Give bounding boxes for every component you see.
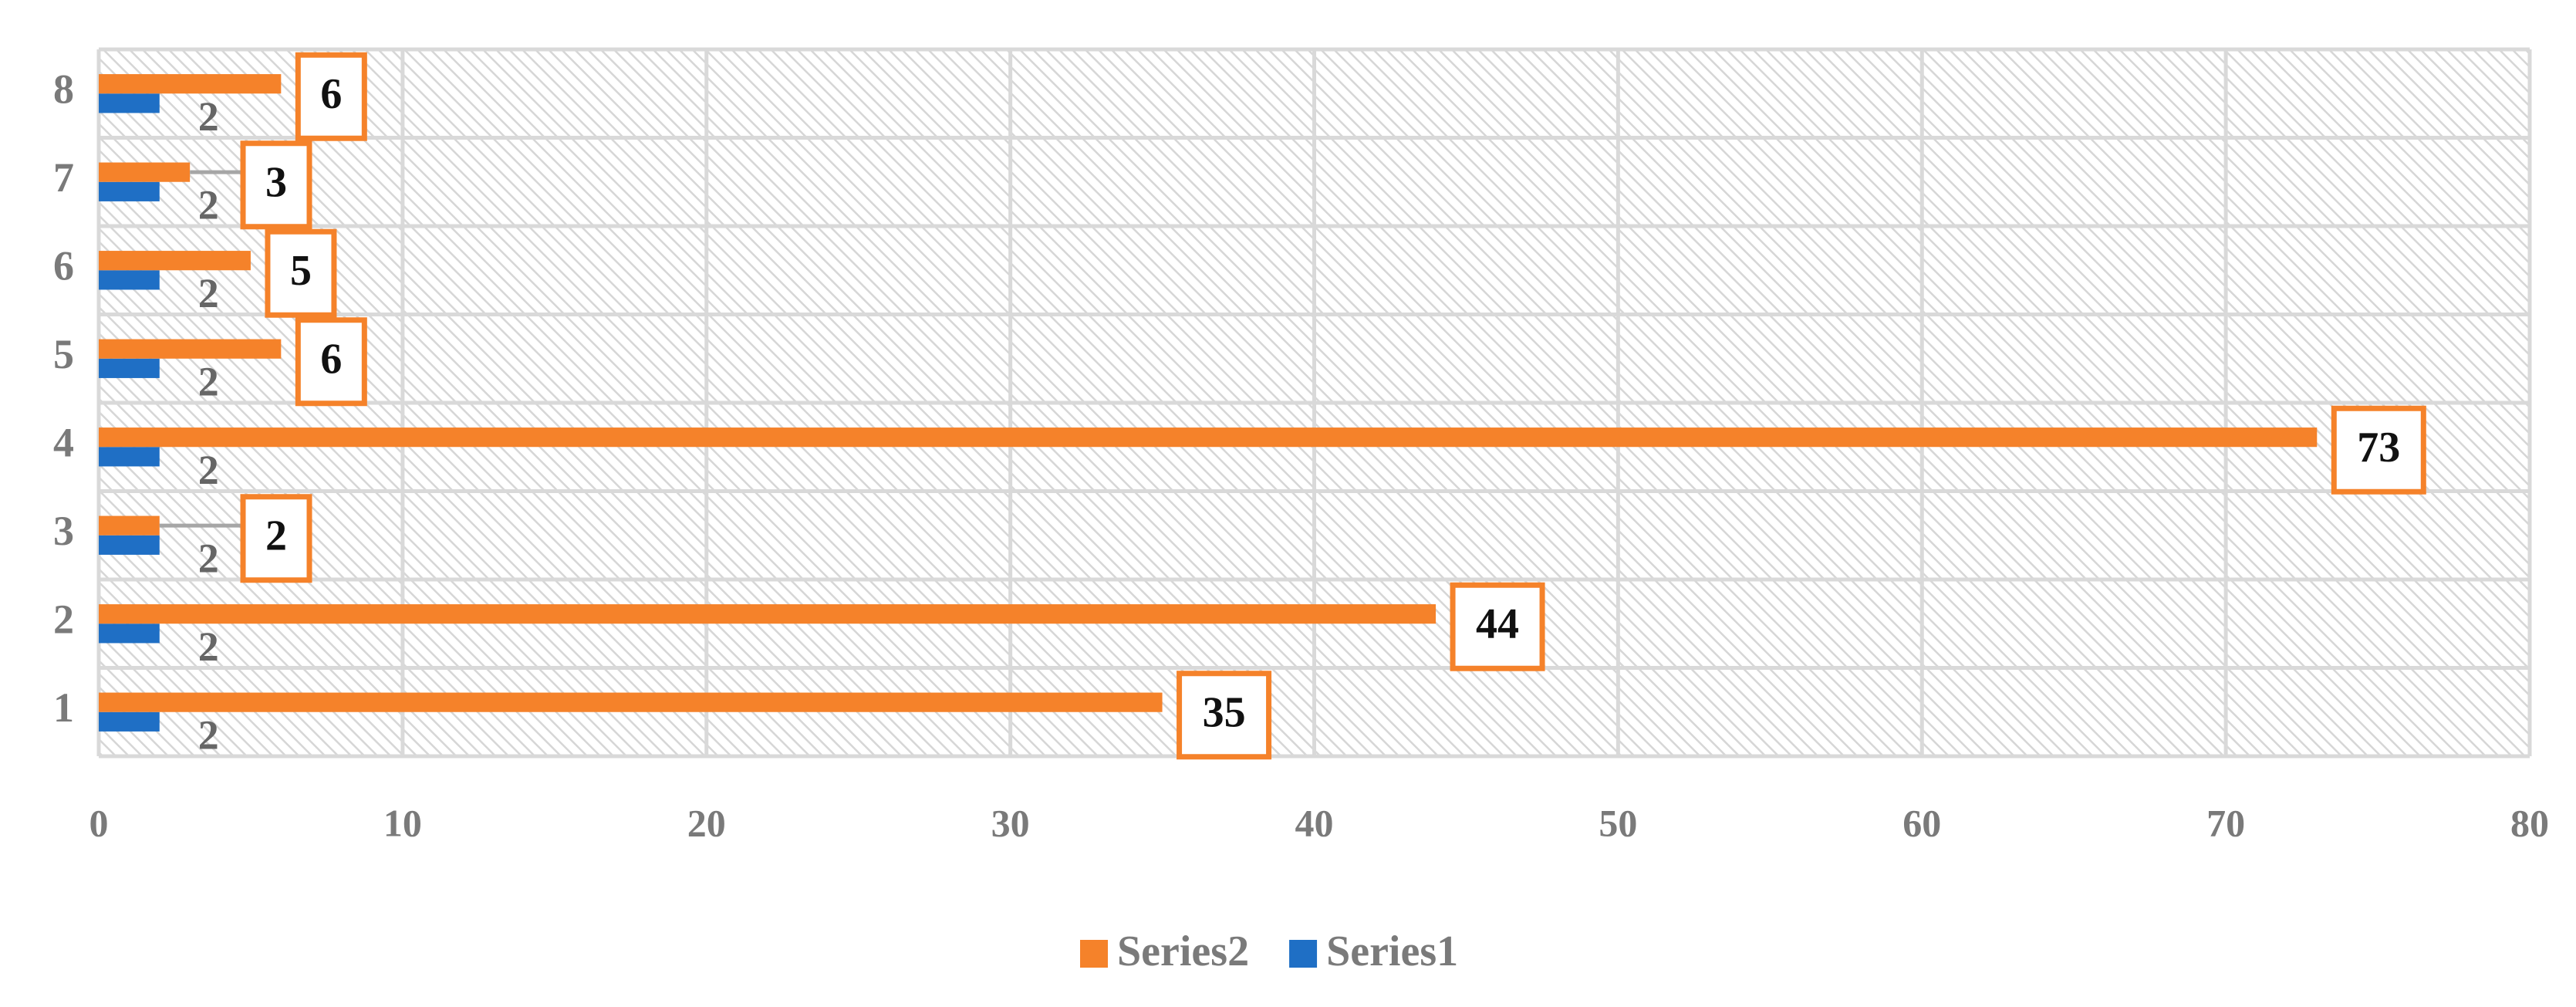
legend-label: Series1: [1326, 928, 1458, 975]
y-tick-label: 3: [53, 508, 74, 554]
data-label-box: [2331, 405, 2426, 495]
x-tick-label: 70: [2206, 801, 2245, 844]
bar: [99, 358, 160, 378]
bar: [99, 181, 160, 201]
bar: [99, 93, 160, 113]
x-tick-label: 10: [383, 801, 422, 844]
data-label: 2: [198, 623, 219, 670]
data-label: 2: [198, 447, 219, 493]
data-label: 2: [265, 512, 287, 560]
data-label: 2: [198, 358, 219, 404]
x-tick-label: 30: [991, 801, 1030, 844]
bar: [99, 604, 1437, 624]
bar: [99, 74, 282, 94]
legend-swatch: [1289, 940, 1318, 968]
y-tick-label: 2: [53, 596, 74, 643]
data-label: 2: [198, 711, 219, 758]
y-tick-label: 8: [53, 66, 74, 113]
y-tick-label: 4: [53, 420, 74, 466]
bar: [99, 692, 1163, 712]
y-tick-label: 1: [53, 684, 74, 731]
data-label-box: [295, 52, 367, 141]
bar: [99, 623, 160, 644]
bar: [99, 427, 2318, 448]
y-tick-label: 6: [53, 243, 74, 289]
bar: [99, 162, 191, 182]
data-label-box: [295, 317, 367, 407]
bar: [99, 339, 282, 359]
data-label: 6: [320, 336, 342, 384]
data-label: 35: [1203, 689, 1246, 737]
bar: [99, 270, 160, 290]
legend-swatch: [1080, 940, 1108, 968]
data-label: 2: [198, 181, 219, 228]
bar: [99, 711, 160, 732]
x-tick-label: 50: [1599, 801, 1637, 844]
data-label: 73: [2357, 424, 2400, 471]
data-label-box: [240, 140, 312, 230]
data-label: 3: [265, 159, 287, 207]
data-label: 5: [290, 247, 312, 295]
data-label: 2: [198, 93, 219, 140]
data-label-box: [1450, 582, 1545, 671]
bar: [99, 251, 251, 271]
y-tick-label: 7: [53, 154, 74, 201]
x-tick-label: 80: [2510, 801, 2549, 844]
bar: [99, 515, 160, 536]
data-label-box: [240, 494, 312, 583]
y-tick-label: 5: [53, 331, 74, 377]
x-tick-label: 60: [1902, 801, 1941, 844]
data-label: 2: [198, 270, 219, 316]
x-tick-label: 0: [89, 801, 109, 844]
bar: [99, 447, 160, 467]
data-label-box: [265, 228, 337, 318]
x-tick-label: 40: [1295, 801, 1334, 844]
data-label: 6: [320, 70, 342, 118]
data-label: 2: [198, 535, 219, 581]
data-label: 44: [1476, 600, 1519, 648]
legend-label: Series2: [1117, 928, 1249, 975]
data-label-box: [1177, 671, 1272, 760]
x-tick-label: 20: [687, 801, 726, 844]
bar: [99, 535, 160, 555]
